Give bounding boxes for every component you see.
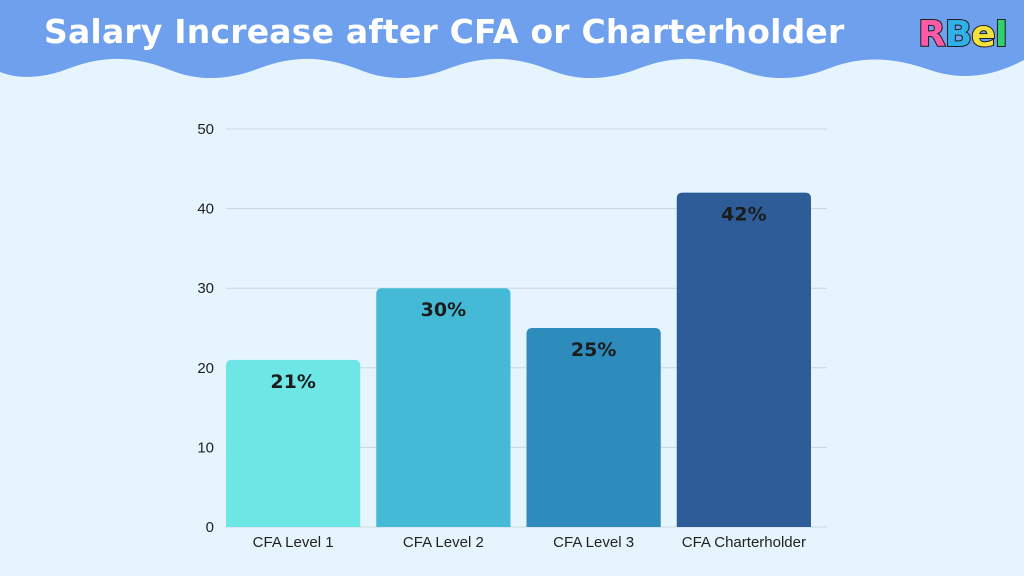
bar-data-label: 25% [571,339,616,361]
wavy-banner-background [0,0,1024,79]
y-tick-label: 30 [197,280,214,297]
rbei-logo: RBeI [917,13,1010,56]
logo-letter: R [917,13,947,56]
bar-data-label: 21% [270,371,315,393]
y-tick-label: 0 [206,519,214,536]
logo-letter: I [994,13,1010,56]
bar [676,192,811,527]
bar-data-label: 30% [421,299,466,321]
y-tick-label: 20 [197,360,214,377]
x-category-label: CFA Charterholder [682,534,806,551]
y-tick-label: 40 [197,201,214,218]
logo-letter: e [970,13,996,56]
bar [526,328,661,527]
y-tick-label: 10 [197,439,214,456]
x-category-label: CFA Level 1 [253,534,334,551]
page-title: Salary Increase after CFA or Charterhold… [44,12,845,51]
x-category-label: CFA Level 2 [403,534,484,551]
x-category-label: CFA Level 3 [553,534,634,551]
bar [226,359,361,527]
bar-data-label: 42% [721,204,766,226]
y-tick-label: 50 [197,121,214,138]
bar [376,288,511,527]
header-banner: Salary Increase after CFA or Charterhold… [0,0,1024,95]
logo-letter: B [944,13,974,56]
